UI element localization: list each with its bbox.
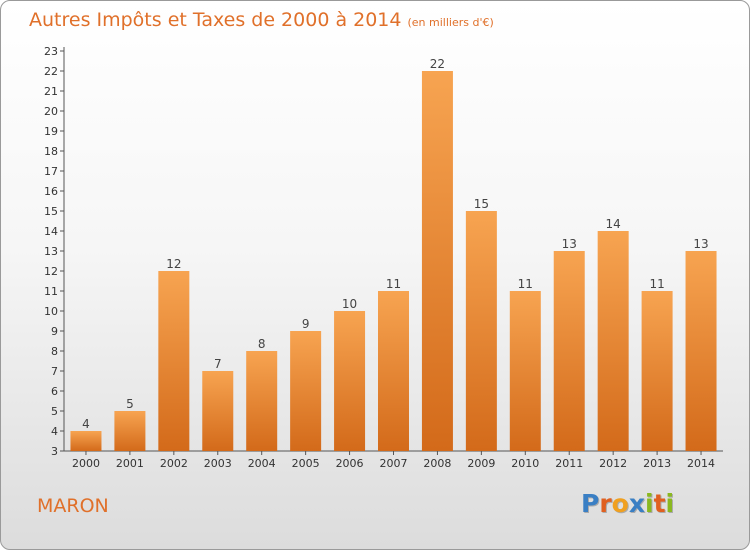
- x-tick-label: 2005: [292, 457, 320, 470]
- bar-value-label: 13: [693, 237, 708, 251]
- y-tick-label: 11: [44, 285, 58, 298]
- bar: [641, 291, 673, 451]
- logo-letter: o: [611, 489, 629, 518]
- y-tick-label: 6: [51, 385, 58, 398]
- y-tick-label: 17: [44, 165, 58, 178]
- y-tick-label: 8: [51, 345, 58, 358]
- y-tick-label: 12: [44, 265, 58, 278]
- y-tick-label: 23: [44, 45, 58, 58]
- y-tick-label: 5: [51, 405, 58, 418]
- bar: [202, 371, 234, 451]
- y-tick-label: 21: [44, 85, 58, 98]
- bar: [334, 311, 366, 451]
- bar: [421, 71, 453, 451]
- chart-unit-label: (en milliers d'€): [407, 16, 494, 29]
- x-tick-label: 2009: [467, 457, 495, 470]
- x-tick-label: 2012: [599, 457, 627, 470]
- y-tick-label: 22: [44, 65, 58, 78]
- logo-letter: t: [653, 489, 666, 518]
- bar-value-label: 8: [258, 337, 266, 351]
- y-tick-label: 16: [44, 185, 58, 198]
- proxiti-logo: Proxiti: [581, 489, 674, 518]
- bar-value-label: 13: [562, 237, 577, 251]
- bar: [70, 431, 102, 451]
- chart-title: Autres Impôts et Taxes de 2000 à 2014: [29, 9, 402, 31]
- y-tick-label: 3: [51, 445, 58, 458]
- bar: [378, 291, 409, 451]
- bar-value-label: 4: [82, 417, 90, 431]
- x-tick-label: 2007: [380, 457, 408, 470]
- bar-value-label: 7: [214, 357, 222, 371]
- bar: [597, 231, 629, 451]
- bar-value-label: 9: [302, 317, 310, 331]
- bar-value-label: 22: [430, 57, 445, 71]
- x-tick-label: 2011: [555, 457, 583, 470]
- y-tick-label: 15: [44, 205, 58, 218]
- bar-value-label: 14: [606, 217, 621, 231]
- bar-value-label: 11: [386, 277, 401, 291]
- logo-letter: i: [645, 489, 654, 518]
- x-tick-label: 2004: [248, 457, 276, 470]
- y-tick-label: 9: [51, 325, 58, 338]
- y-tick-label: 20: [44, 105, 58, 118]
- bar: [509, 291, 541, 451]
- x-tick-label: 2014: [687, 457, 715, 470]
- x-tick-label: 2002: [160, 457, 188, 470]
- bar: [553, 251, 585, 451]
- bar-value-label: 15: [474, 197, 489, 211]
- bar-value-label: 11: [518, 277, 533, 291]
- bar: [685, 251, 717, 451]
- x-tick-label: 2013: [643, 457, 671, 470]
- bar: [114, 411, 146, 451]
- bar: [290, 331, 322, 451]
- y-tick-label: 7: [51, 365, 58, 378]
- y-tick-label: 14: [44, 225, 58, 238]
- bar-value-label: 5: [126, 397, 134, 411]
- y-tick-label: 13: [44, 245, 58, 258]
- bar: [246, 351, 278, 451]
- x-tick-label: 2003: [204, 457, 232, 470]
- x-tick-label: 2010: [511, 457, 539, 470]
- x-tick-label: 2000: [72, 457, 100, 470]
- y-tick-label: 10: [44, 305, 58, 318]
- x-tick-label: 2006: [336, 457, 364, 470]
- logo-letter: x: [628, 489, 645, 518]
- x-tick-label: 2001: [116, 457, 144, 470]
- logo-letter: r: [599, 489, 612, 518]
- y-tick-label: 18: [44, 145, 58, 158]
- bar: [465, 211, 497, 451]
- y-tick-label: 4: [51, 425, 58, 438]
- chart-title-group: Autres Impôts et Taxes de 2000 à 2014 (en…: [29, 9, 494, 31]
- logo-letter: i: [665, 489, 675, 518]
- logo-letter: P: [581, 489, 600, 518]
- bar: [158, 271, 190, 451]
- bar-value-label: 11: [649, 277, 664, 291]
- commune-name: MARON: [37, 495, 109, 517]
- bar-value-label: 12: [166, 257, 181, 271]
- x-tick-label: 2008: [423, 457, 451, 470]
- y-tick-label: 19: [44, 125, 58, 138]
- bar-value-label: 10: [342, 297, 357, 311]
